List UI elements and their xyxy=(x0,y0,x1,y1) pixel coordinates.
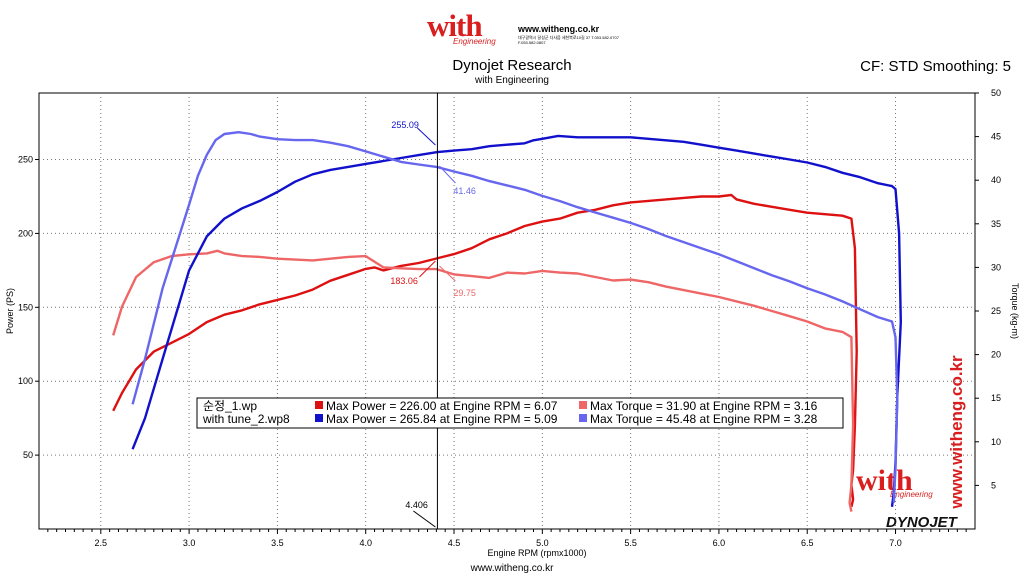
cursor-arrow xyxy=(439,165,456,184)
series-line-power xyxy=(112,193,858,508)
watermark-with: with xyxy=(856,464,913,497)
x-tick-label: 5.0 xyxy=(536,538,549,548)
legend-max-torque: Max Torque = 31.90 at Engine RPM = 3.16 xyxy=(590,399,818,413)
chart-subtitle: with Engineering xyxy=(475,75,549,86)
x-tick-label: 4.5 xyxy=(448,538,461,548)
y-right-tick-label: 30 xyxy=(991,262,1001,272)
correction-factor-label: CF: STD Smoothing: 5 xyxy=(860,58,1011,75)
legend-swatch xyxy=(315,401,323,409)
watermark-url: www.witheng.co.kr xyxy=(947,355,966,510)
y-left-tick-label: 250 xyxy=(18,155,33,165)
cursor-value-label: 41.46 xyxy=(453,186,476,196)
dynojet-logo: DYNOJET xyxy=(886,514,959,531)
legend-max-torque: Max Torque = 45.48 at Engine RPM = 3.28 xyxy=(590,412,818,426)
legend-swatch xyxy=(579,414,587,422)
x-tick-label: 4.0 xyxy=(359,538,372,548)
cursor-arrow xyxy=(417,127,436,146)
x-tick-label: 6.0 xyxy=(713,538,726,548)
with-logo: with xyxy=(427,8,483,43)
chart-title: Dynojet Research xyxy=(452,57,572,74)
legend-swatch xyxy=(579,401,587,409)
plot-area xyxy=(38,92,976,530)
y-right-tick-label: 25 xyxy=(991,306,1001,316)
y-right-tick-label: 5 xyxy=(991,480,996,490)
legend-swatch xyxy=(315,414,323,422)
series-line-torque xyxy=(131,131,899,503)
y-right-tick-label: 35 xyxy=(991,219,1001,229)
y-right-tick-label: 15 xyxy=(991,393,1001,403)
x-tick-label: 6.5 xyxy=(801,538,814,548)
x-tick-label: 2.5 xyxy=(95,538,108,548)
legend-run-name: 순정_1.wp xyxy=(203,399,257,413)
x-axis-label: Engine RPM (rpmx1000) xyxy=(487,548,586,558)
series-line-torque xyxy=(112,249,855,512)
y-left-tick-label: 100 xyxy=(18,376,33,386)
cursor-value-label: 29.75 xyxy=(453,288,476,298)
y-left-tick-label: 150 xyxy=(18,302,33,312)
logo-address: 대구광역시 달성군 다사읍 세천북로10길 37 T.053.582.0707 … xyxy=(518,35,619,45)
y-left-axis-label: Power (PS) xyxy=(5,288,15,334)
y-right-tick-label: 45 xyxy=(991,132,1001,142)
legend-max-power: Max Power = 226.00 at Engine RPM = 6.07 xyxy=(326,399,558,413)
x-tick-label: 3.5 xyxy=(271,538,284,548)
x-tick-label: 5.5 xyxy=(624,538,637,548)
cursor-value-label: 183.06 xyxy=(390,276,418,286)
y-right-tick-label: 40 xyxy=(991,175,1001,185)
cursor-rpm-arrow xyxy=(413,510,436,528)
y-right-tick-label: 10 xyxy=(991,437,1001,447)
y-right-tick-label: 20 xyxy=(991,350,1001,360)
legend-max-power: Max Power = 265.84 at Engine RPM = 5.09 xyxy=(326,412,558,426)
cursor-rpm-label: 4.406 xyxy=(405,500,428,510)
cursor-arrow xyxy=(419,260,436,278)
logo-url: www.witheng.co.kr xyxy=(518,24,600,34)
y-right-axis-label: Torque (kg-m) xyxy=(1010,283,1020,339)
x-tick-label: 3.0 xyxy=(183,538,196,548)
with-logo-subtitle: Engineering xyxy=(453,37,496,46)
y-left-tick-label: 200 xyxy=(18,228,33,238)
cursor-arrow xyxy=(439,265,456,282)
x-tick-label: 7.0 xyxy=(889,538,902,548)
legend-run-name: with tune_2.wp8 xyxy=(202,412,290,426)
y-left-tick-label: 50 xyxy=(23,450,33,460)
legend-box xyxy=(196,397,844,429)
cursor-value-label: 255.09 xyxy=(391,120,419,130)
y-right-tick-label: 50 xyxy=(991,88,1001,98)
footer-url: www.witheng.co.kr xyxy=(470,563,554,574)
series-line-power xyxy=(131,134,902,507)
watermark-engineering: Engineering xyxy=(890,490,933,499)
